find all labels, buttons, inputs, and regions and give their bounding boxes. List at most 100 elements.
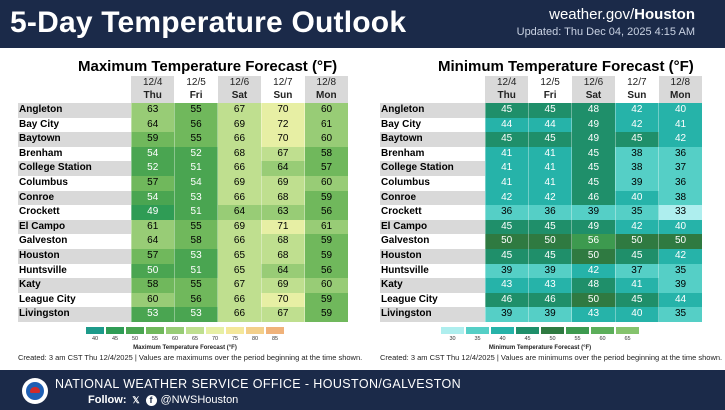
min-temp-cell: 41 [484,161,529,176]
max-temp-cell: 67 [260,307,305,322]
min-temp-cell: 39 [614,175,659,191]
min-temp-cell: 43 [484,278,529,293]
max-legend-tick: 45 [111,336,119,342]
max-temp-cell: 59 [304,248,348,264]
min-temp-cell: 42 [614,219,659,235]
city-label: Bay City [380,117,485,133]
min-table-row: Angleton 45 45 48 42 40 [380,103,702,118]
min-table-row: Crockett 36 36 39 35 33 [380,205,702,220]
min-legend-swatch [490,326,515,335]
site-prefix: weather.gov/ [549,6,635,23]
max-temp-cell: 72 [260,117,305,133]
max-footnote: Created: 3 am CST Thu 12/4/2025 | Values… [18,353,363,362]
max-legend-swatch [105,326,125,335]
max-legend-tick: 70 [211,336,219,342]
max-day-header: Thu [131,89,175,103]
max-temp-cell: 70 [260,292,305,308]
min-temp-cell: 44 [658,292,702,308]
min-temp-cell: 50 [527,234,572,249]
max-temp-cell: 56 [173,292,218,308]
city-label: Columbus [18,175,132,191]
min-footnote: Created: 3 am CST Thu 12/4/2025 | Values… [380,353,723,362]
max-temp-cell: 53 [173,248,218,264]
city-label: Livingston [380,307,485,322]
max-day-header: Sun [261,89,305,103]
x-social-icon[interactable]: 𝕏 [132,394,140,405]
max-table-row: Angleton 63 55 67 70 60 [18,103,348,118]
city-label: Columbus [380,175,485,191]
min-legend-ticks: 30 35 40 45 50 55 60 65 [440,335,640,345]
min-temp-cell: 41 [614,278,659,293]
min-day-header: Sun [615,89,659,103]
min-temp-cell: 40 [614,190,659,206]
max-temp-cell: 57 [130,175,175,191]
max-temp-cell: 59 [304,307,348,322]
corner-cell [380,89,485,103]
min-temp-cell: 50 [658,234,702,249]
max-temp-cell: 60 [304,132,348,147]
max-temp-cell: 54 [173,175,218,191]
min-temp-cell: 39 [571,205,616,220]
city-label: Angleton [18,103,132,118]
min-temp-cell: 42 [571,263,616,279]
min-temp-cell: 50 [571,248,616,264]
max-date-header: 12/5 [174,76,218,89]
min-table-row: College Station 41 41 45 38 37 [380,161,702,176]
max-temp-cell: 60 [304,278,348,293]
updated-timestamp: Updated: Thu Dec 04, 2025 4:15 AM [516,26,695,38]
facebook-icon[interactable]: f [145,394,157,406]
max-temp-cell: 69 [217,117,262,133]
max-temp-cell: 68 [217,146,262,162]
min-legend-tick: 65 [624,336,631,342]
min-legend-tick: 35 [474,336,481,342]
min-legend-tick: 40 [499,336,506,342]
max-temp-cell: 66 [217,307,262,322]
min-legend-swatch [540,326,565,335]
max-legend-bar [85,326,285,335]
min-temp-cell: 43 [571,307,616,322]
max-legend-swatch [225,326,245,335]
min-temp-cell: 45 [484,103,529,118]
max-legend-caption: Maximum Temperature Forecast (°F) [133,345,237,351]
min-table-row: Katy 43 43 48 41 39 [380,278,702,293]
max-legend-tick: 50 [131,336,139,342]
max-temp-cell: 59 [304,234,348,249]
max-table-row: Houston 57 53 65 68 59 [18,248,348,264]
min-temp-cell: 50 [571,292,616,308]
city-label: El Campo [380,219,485,235]
max-date-header: 12/6 [217,76,262,89]
max-temp-cell: 50 [130,263,175,279]
min-temp-cell: 36 [658,146,702,162]
min-temp-cell: 42 [614,103,659,118]
min-temp-cell: 41 [527,161,572,176]
min-temp-cell: 41 [484,175,529,191]
max-temp-cell: 68 [260,190,305,206]
corner-cell [380,76,485,89]
site-link[interactable]: weather.gov/Houston [549,6,695,23]
city-label: Angleton [380,103,485,118]
min-legend-bar [440,326,640,335]
max-legend-tick: 65 [191,336,199,342]
min-legend-swatch [440,326,465,335]
city-label: Brenham [380,146,485,162]
city-label: Baytown [18,132,132,147]
min-table-row: Columbus 41 41 45 39 36 [380,175,702,191]
footer-banner: NATIONAL WEATHER SERVICE OFFICE - HOUSTO… [0,370,725,410]
social-handle[interactable]: @NWSHouston [160,394,239,406]
max-temp-cell: 61 [130,219,175,235]
max-legend-swatch [265,326,285,335]
max-legend-swatch [185,326,205,335]
min-day-header: Sat [571,89,616,103]
max-legend: 40 45 50 55 60 65 70 75 80 85 Maximum Temperature … [85,326,285,351]
max-legend-swatch [85,326,105,335]
min-temp-cell: 45 [484,132,529,147]
city-label: League City [18,292,132,308]
max-table-row: Crockett 49 51 64 63 56 [18,205,348,220]
city-label: Houston [380,248,485,264]
min-day-header: Mon [658,89,702,103]
office-name: NATIONAL WEATHER SERVICE OFFICE - HOUSTO… [55,377,462,391]
max-temp-cell: 70 [260,103,305,118]
max-temp-cell: 60 [304,103,348,118]
max-table-row: College Station 52 51 66 64 57 [18,161,348,176]
min-table-row: Huntsville 39 39 42 37 35 [380,263,702,279]
